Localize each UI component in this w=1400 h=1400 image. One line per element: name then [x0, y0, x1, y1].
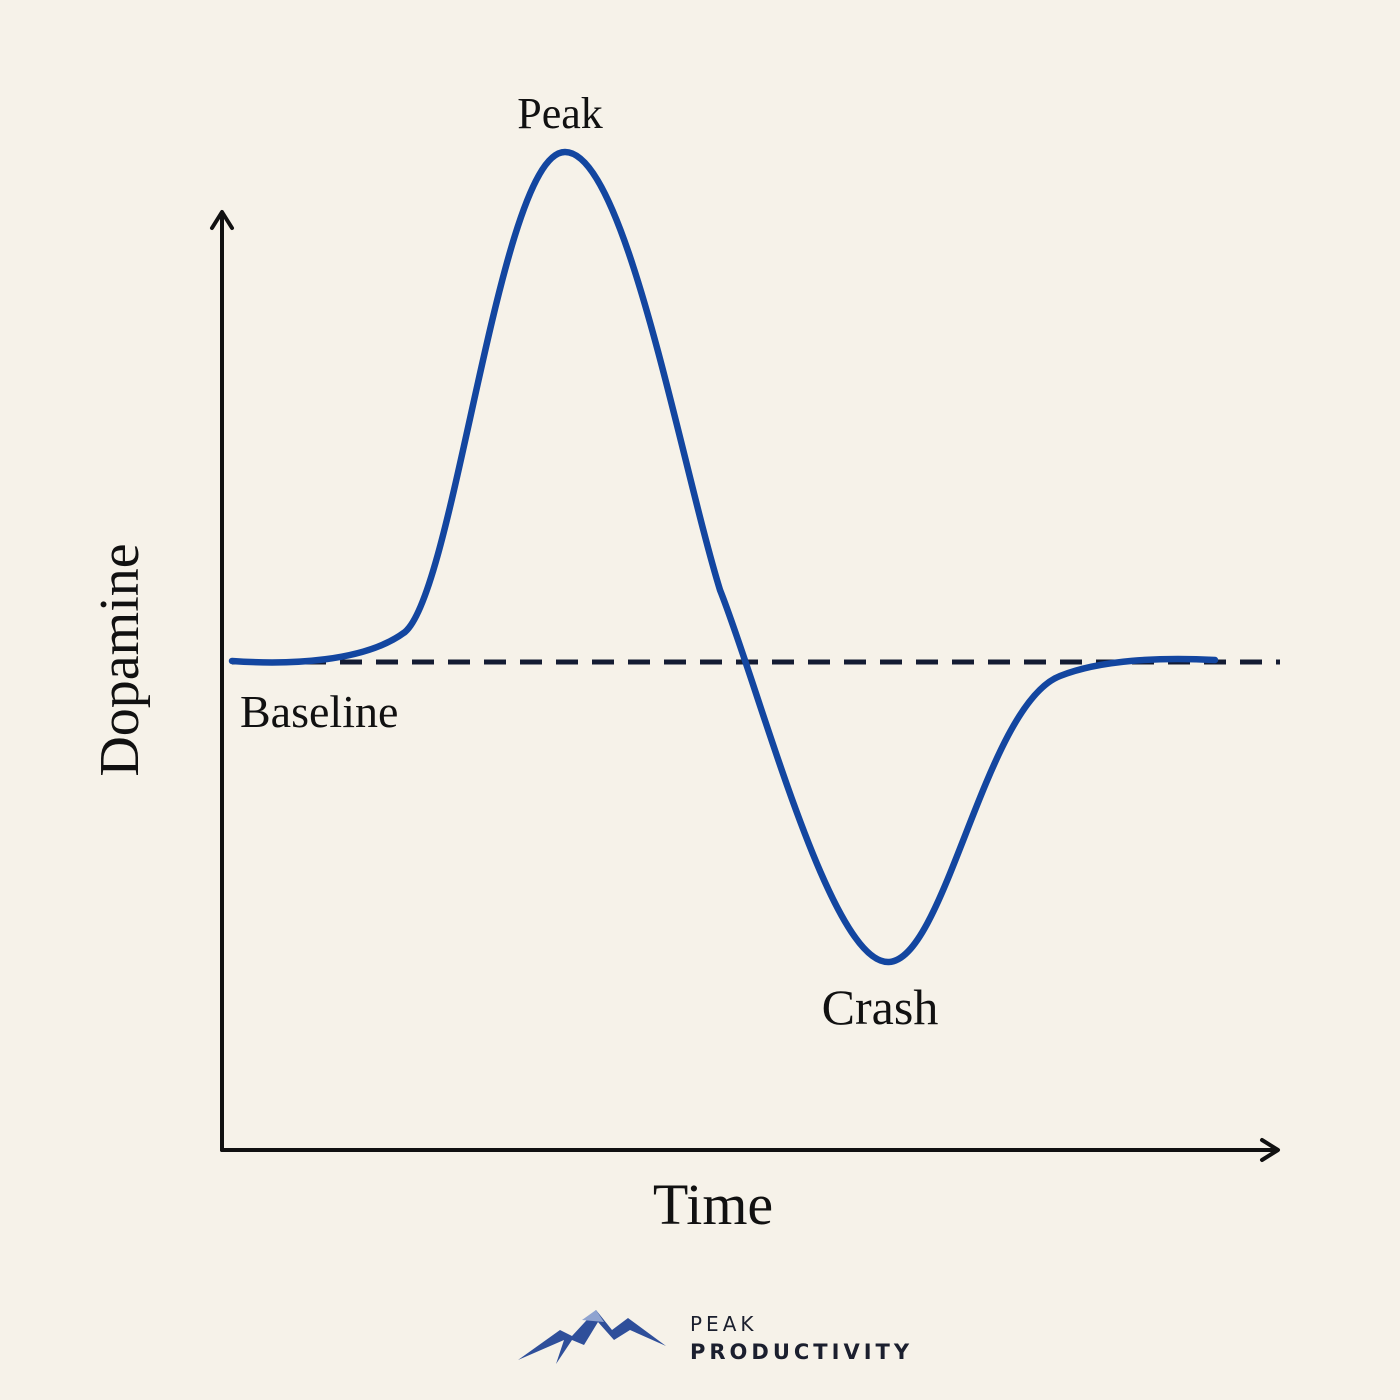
curve: [228, 148, 1219, 966]
y-arrow: [210, 210, 234, 230]
axes: [210, 210, 1280, 1162]
logo-line1: PEAK: [690, 1312, 758, 1336]
logo: PEAK PRODUCTIVITY: [518, 1310, 913, 1364]
logo-snow: [582, 1310, 604, 1322]
peak-label: Peak: [517, 89, 603, 138]
crash-label: Crash: [822, 979, 939, 1035]
baseline-label: Baseline: [240, 686, 398, 737]
x-axis-label: Time: [653, 1172, 773, 1237]
y-axis-label: Dopamine: [89, 543, 151, 776]
x-arrow: [1260, 1138, 1280, 1162]
logo-mountains: [518, 1310, 666, 1364]
logo-line2: PRODUCTIVITY: [690, 1340, 913, 1364]
